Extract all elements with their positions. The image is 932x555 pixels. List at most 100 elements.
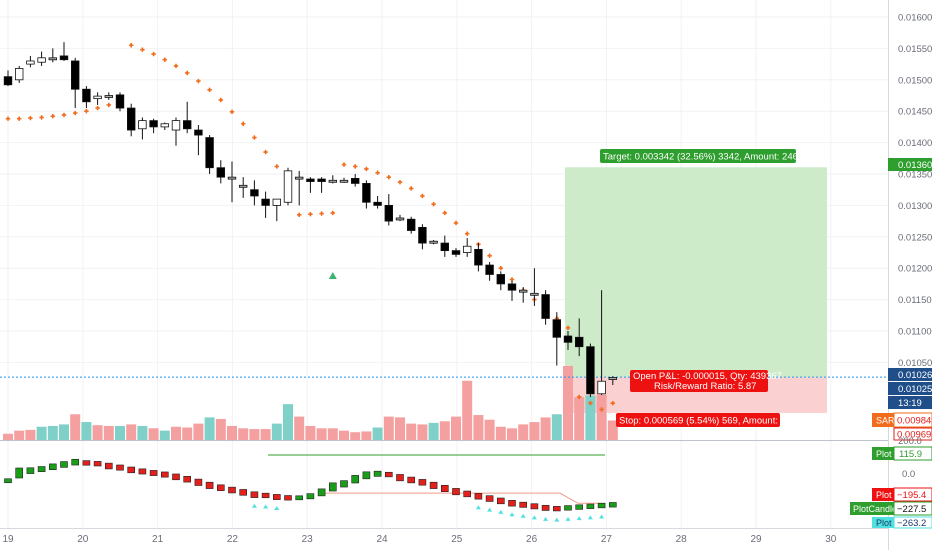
candle [261,191,270,218]
sar-dot [565,325,571,331]
volume-bar [193,423,204,440]
time-tick-label: 23 [302,534,314,545]
target-zone[interactable] [565,167,827,378]
indicator-pane [4,454,617,522]
indicator-candle [82,460,91,466]
sar-dot [397,179,403,185]
sar-dot [319,211,324,216]
candle [429,239,438,245]
volume-bar [171,426,181,440]
sar-dot [577,394,582,400]
open-pl-group[interactable]: Open P&L: -0.000015, Qty: 439367 Risk/Re… [630,370,782,392]
indicator-candle [217,484,225,491]
svg-text:0.010250: 0.010250 [898,384,932,395]
candle [127,103,136,137]
target-label-group[interactable]: Target: 0.003342 (32.56%) 3342, Amount: … [600,149,816,163]
sar-dot [151,51,156,57]
indicator-candle [373,470,382,477]
indicator-candle [463,490,472,498]
svg-text:0.010265: 0.010265 [898,370,932,381]
sar-dot [386,174,391,180]
svg-text:Plot: Plot [876,490,892,500]
open-pl-label: Open P&L: -0.000015, Qty: 439367 [633,371,782,382]
volume-bar [406,423,417,440]
volume-bar [283,404,293,440]
candle [519,287,528,303]
indicator-candle [183,475,191,483]
indicator-candle [37,466,46,473]
indicator-candle [418,479,427,486]
volume-bar [417,424,428,440]
time-axis[interactable]: 19 20 21 22 23 24 25 26 27 28 29 30 [2,534,836,545]
candles[interactable] [3,42,617,397]
stop-label-group[interactable]: Stop: 0.000569 (5.54%) 569, Amount: 750 [616,413,796,427]
candle-body [418,226,427,244]
candle-body [48,57,57,61]
volume-bar [428,422,439,440]
open-pl-bg [630,370,768,392]
indicator-candle [541,504,550,511]
risk-reward-label: Risk/Reward Ratio: 5.87 [654,381,756,392]
volume-bar [294,416,305,440]
svg-text:Plot: Plot [876,449,892,459]
volume-bar [137,425,148,440]
candle [339,177,349,183]
candle-body [283,170,293,203]
candle [216,160,225,184]
sar-dot [274,164,279,169]
sar-dot [173,63,179,69]
indicator-candle [306,493,315,500]
indicator-candle [93,461,102,467]
volume-bar [350,432,361,440]
volume-bar [339,430,349,440]
sar-dot [252,135,257,140]
candle [395,214,405,222]
indicator-candle [26,467,35,474]
target-label-bg [600,149,796,163]
volume-bars [3,365,618,440]
sar-dot [330,210,335,216]
cyan-arrow-icon [509,512,515,517]
sar-dot [196,78,201,84]
time-tick-label: 26 [526,534,538,545]
candle [507,280,517,301]
candle [406,216,416,234]
candle-body [71,60,80,90]
sar-dot [364,166,369,172]
candle [37,51,46,66]
volume-bar [607,420,618,440]
candle-body [575,336,584,348]
candle [205,135,214,174]
candle-body [294,176,304,180]
sar-dot [308,211,313,217]
volume-bar [126,424,137,440]
candle [306,177,315,193]
indicator-candle [496,497,505,505]
candle [418,224,427,250]
candle [82,86,91,109]
candle [194,125,203,156]
candle-body [350,177,360,184]
candle-body [507,283,517,291]
volume-bar [551,414,562,440]
sar-dot [341,162,347,167]
candle-body [451,250,461,255]
volume-bar [462,380,473,440]
candle [93,92,102,105]
candle-body [14,68,24,81]
candle-body [205,137,214,169]
sar-dot [263,149,268,155]
volume-bar [103,425,114,440]
candle [250,180,259,206]
candle [283,167,293,206]
candle-body [261,198,270,206]
indicator-candle [597,502,606,509]
plot2-tag: Plot −195.4 [872,487,932,502]
last-price-tag: 0.010265 [888,368,932,381]
